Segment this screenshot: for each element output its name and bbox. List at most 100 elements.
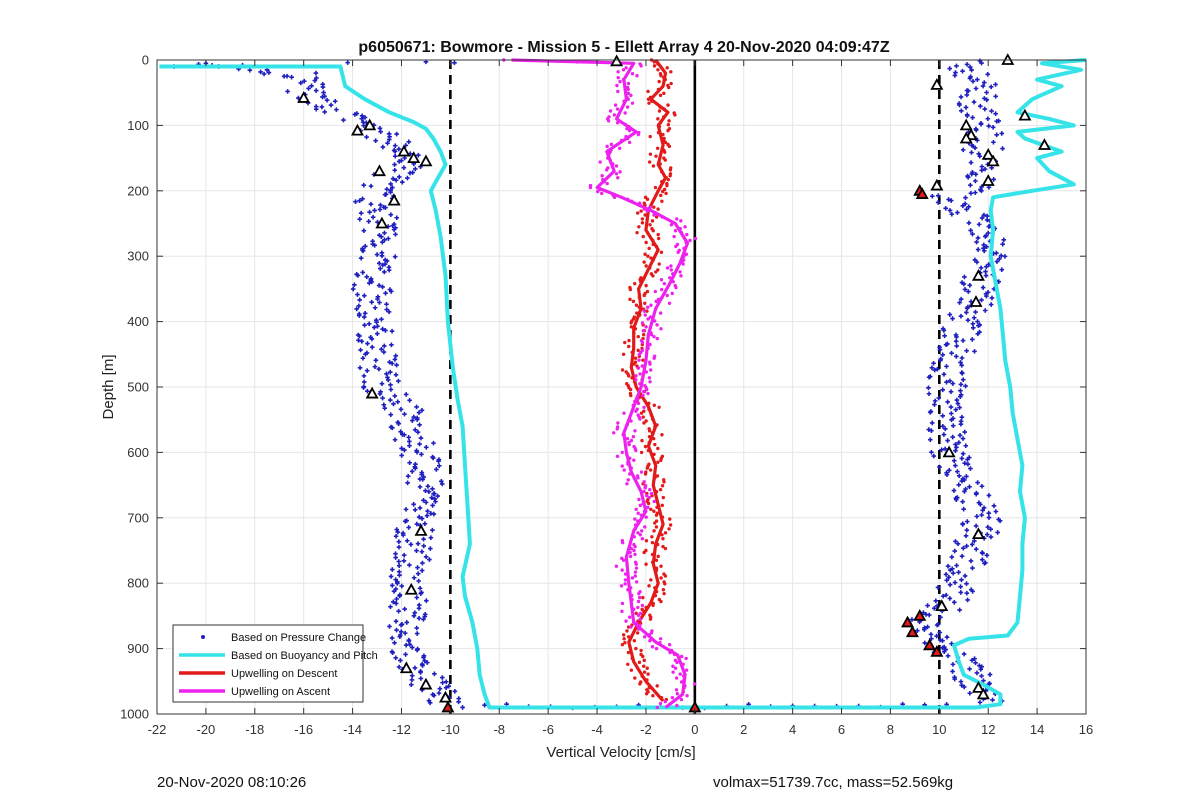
series-point [633,281,637,286]
series-point [633,429,637,433]
series-point [659,278,664,282]
pressure-change-point [934,633,939,639]
pressure-change-point [371,325,377,330]
x-tick-label: 0 [691,722,698,737]
pressure-change-point [984,217,990,223]
pressure-change-point [380,239,385,245]
series-point [639,209,643,213]
legend-swatch [201,635,205,639]
pressure-change-point [984,90,989,95]
series-point [634,611,638,615]
pressure-change-point [948,389,954,394]
pressure-change-point [366,321,372,327]
series-point [616,176,620,180]
series-point [616,89,620,94]
pressure-change-point [941,372,947,377]
pressure-change-point [932,605,937,611]
pressure-change-point [1001,237,1007,243]
pressure-change-point [375,296,380,302]
series-point [674,676,679,680]
pressure-change-point [357,216,363,222]
series-point [627,128,632,133]
series-point [668,174,672,178]
series-point [620,450,624,455]
pressure-change-point [958,388,963,394]
series-point [636,531,640,535]
series-point [656,460,660,464]
series-point [648,205,652,209]
series-point [647,584,651,588]
series-point [652,509,656,513]
y-tick-label: 600 [127,445,149,460]
pressure-change-point [973,127,979,133]
pressure-change-point [396,559,402,564]
pressure-change-point [926,427,932,432]
pressure-change-point [940,424,946,429]
pressure-change-point [386,309,392,315]
pressure-change-point [421,543,427,549]
series-point [658,637,663,641]
series-point [659,73,663,78]
pressure-change-point [416,578,421,584]
pressure-change-point [986,493,992,498]
pressure-change-point [384,186,390,192]
pressure-change-point [437,686,443,692]
series-point [681,262,685,266]
series-point [679,219,683,223]
triangle-marker [971,527,985,540]
pressure-change-point [380,284,385,290]
series-point [668,168,673,172]
pressure-change-point [949,554,955,560]
pressure-change-point [361,379,367,385]
pressure-change-point [375,331,380,337]
pressure-change-point [422,521,428,527]
pressure-change-point [944,472,950,477]
series-point [656,117,660,121]
pressure-change-point [984,293,989,299]
pressure-change-point [418,435,424,441]
triangle-marker [414,524,428,536]
pressure-change-point [953,448,958,453]
pressure-change-point [412,166,418,172]
pressure-change-point [430,486,435,492]
series-point [649,303,653,307]
pressure-change-point [414,595,420,600]
pressure-change-point [416,606,422,611]
pressure-change-point [969,67,974,73]
series-point [679,654,684,659]
pressure-change-point [962,429,968,435]
pressure-change-point [945,399,950,405]
pressure-change-point [422,614,428,619]
series-point [636,397,640,402]
series-point [595,189,600,194]
pressure-change-point [973,660,978,666]
series-point [658,121,663,125]
series-point [620,601,625,606]
pressure-change-point [984,97,990,103]
pressure-change-point [935,585,941,590]
series-point [626,81,631,86]
pressure-change-point [417,441,422,447]
pressure-change-point [941,432,947,437]
pressure-change-point [421,617,426,622]
series-point [655,684,659,688]
series-point [682,678,686,682]
pressure-change-point [388,289,394,294]
triangle-marker [363,118,377,131]
series-point [648,380,652,384]
pressure-change-point [957,607,962,613]
pressure-change-point [947,208,953,213]
pressure-change-point [387,624,392,629]
series-point [639,280,643,284]
series-point [669,70,673,74]
series-point [630,576,635,580]
series-point [637,591,641,596]
series-point [657,405,661,409]
series-point [663,150,667,154]
series-point [637,660,642,665]
pressure-change-point [379,346,384,352]
pressure-change-point [952,676,958,682]
series-point [636,401,641,406]
pressure-change-point [313,106,319,112]
series-point [634,409,638,413]
